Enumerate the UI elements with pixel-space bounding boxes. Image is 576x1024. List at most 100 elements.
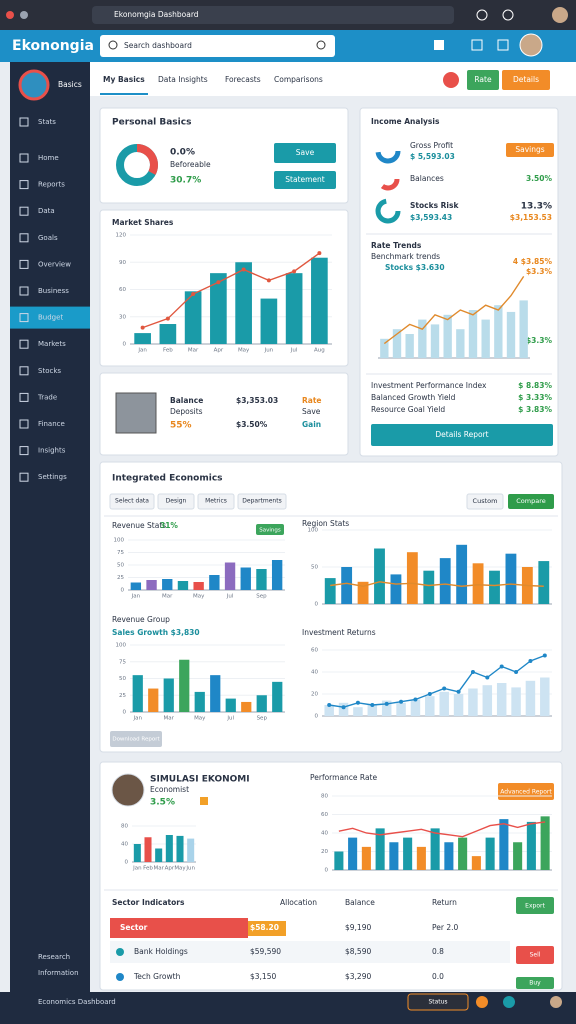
menu-item[interactable]: Stats	[38, 118, 56, 126]
stat-change: 30.7%	[170, 176, 201, 186]
bar	[443, 314, 452, 358]
message-icon[interactable]	[471, 39, 483, 51]
table-header: Return	[432, 898, 457, 907]
bar	[482, 685, 493, 716]
bar	[193, 582, 204, 590]
logo[interactable]: Ekonongia	[12, 38, 94, 54]
search-box[interactable]	[100, 35, 335, 57]
index-label: Balanced Growth Yield	[371, 393, 456, 402]
rate-button[interactable]	[467, 70, 499, 90]
line-point	[413, 697, 418, 702]
y-tick-label: 120	[116, 233, 127, 239]
browser-tab[interactable]	[92, 6, 454, 24]
bar	[272, 681, 283, 712]
x-tick-label: Apr	[214, 348, 224, 354]
menu-item[interactable]: Settings	[38, 473, 67, 481]
profile-role: Economist	[150, 785, 189, 794]
menu-item[interactable]: Trade	[37, 393, 57, 401]
y-tick-label: 60	[321, 812, 328, 818]
button-label: Rate	[474, 75, 492, 84]
x-tick-label: Jan	[132, 866, 142, 872]
details-button[interactable]	[502, 70, 550, 90]
custom-button[interactable]	[466, 493, 504, 510]
menu-item[interactable]: Markets	[38, 340, 66, 348]
download-button[interactable]	[110, 731, 162, 747]
line-point	[542, 653, 547, 658]
table-cell: Tech Growth	[133, 972, 181, 981]
menu-item[interactable]: Home	[38, 154, 59, 162]
footer-icon[interactable]	[503, 996, 515, 1008]
bar	[410, 699, 421, 716]
menu-item[interactable]: Budget	[38, 314, 63, 322]
menu-item[interactable]: Stocks	[38, 367, 61, 375]
footer-icon[interactable]	[476, 996, 488, 1008]
x-tick-label: Mar	[153, 866, 164, 872]
avatar[interactable]	[552, 7, 568, 23]
table-body: Sector $58.20 $9,190 Per 2.0 Bank Holdings $5…	[120, 923, 458, 981]
menu-icon	[19, 117, 29, 127]
details-report-button[interactable]	[371, 424, 553, 446]
chart-change: 31%	[160, 521, 178, 530]
sidebar-footer-item[interactable]: Research	[38, 953, 70, 961]
bar	[468, 310, 478, 358]
filter-chip[interactable]	[237, 493, 287, 510]
compare-button[interactable]	[508, 494, 554, 509]
browser-icon[interactable]	[476, 9, 488, 21]
statement-button[interactable]	[274, 171, 336, 189]
menu-icon	[19, 153, 29, 163]
nav-icon[interactable]	[443, 72, 459, 88]
bar	[338, 702, 349, 716]
menu-icon	[19, 366, 29, 376]
line-point	[427, 692, 432, 696]
nav-tab[interactable]: Data Insights	[158, 75, 208, 84]
filter-chip[interactable]	[109, 493, 155, 510]
bar	[133, 844, 141, 862]
menu-item[interactable]: Overview	[38, 260, 71, 268]
sidebar-footer-item[interactable]: Information	[38, 969, 79, 977]
bar	[453, 694, 464, 716]
line-point	[528, 659, 533, 663]
nav-tab[interactable]: Forecasts	[225, 75, 261, 84]
y-tick-label: 0	[315, 602, 319, 608]
filter-chip[interactable]	[157, 493, 195, 510]
bar	[456, 329, 465, 358]
search-icon	[108, 40, 118, 50]
button-label: Details	[513, 75, 539, 84]
filter-chip[interactable]	[197, 493, 235, 510]
line-point	[384, 701, 389, 706]
menu-item[interactable]: Business	[38, 287, 69, 295]
menu-item[interactable]: Data	[38, 207, 55, 215]
menu-item[interactable]: Finance	[38, 420, 65, 428]
line-point	[442, 686, 447, 691]
stat-label: Beforeable	[170, 160, 211, 169]
status-button[interactable]	[407, 993, 469, 1011]
index-value: $ 8.83%	[518, 381, 552, 390]
window-dot[interactable]	[6, 11, 14, 19]
user-avatar[interactable]	[519, 33, 543, 57]
nav-tab[interactable]: Comparisons	[274, 75, 323, 84]
window-dot[interactable]	[20, 11, 28, 19]
footer-avatar[interactable]	[550, 996, 562, 1008]
sell-button[interactable]	[516, 946, 554, 964]
profile-name: SIMULASI EKONOMI	[150, 775, 250, 785]
index-label: Resource Goal Yield	[371, 405, 445, 414]
balance-label: Balance	[170, 396, 203, 405]
button-label: Advanced Report	[500, 789, 552, 796]
x-tick-label: Sep	[257, 716, 268, 722]
home-icon[interactable]	[434, 40, 444, 50]
browser-icon[interactable]	[502, 9, 514, 21]
row-label: Gross Profit	[410, 141, 453, 150]
search-button[interactable]	[316, 40, 326, 50]
savings-button[interactable]	[506, 143, 554, 157]
export-button[interactable]	[516, 897, 554, 914]
save-button[interactable]	[274, 143, 336, 163]
nav-tab[interactable]: My Basics	[103, 75, 145, 84]
buy-button[interactable]	[516, 977, 554, 989]
menu-item[interactable]: Goals	[38, 234, 58, 242]
menu-item[interactable]: Reports	[38, 181, 65, 189]
card	[99, 372, 349, 456]
notification-icon[interactable]	[497, 39, 509, 51]
menu-item[interactable]: Insights	[38, 447, 66, 455]
